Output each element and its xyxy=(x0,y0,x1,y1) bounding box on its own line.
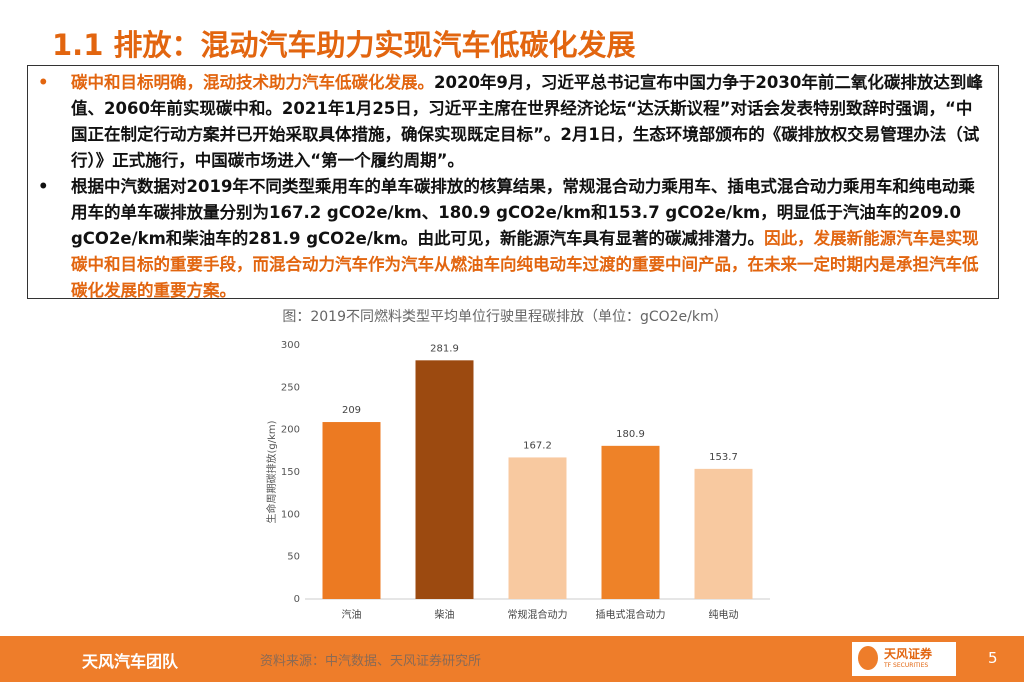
bar xyxy=(322,422,381,599)
text-segment: 2020年9月，习近平总书记宣布中国力争于2030年前二氧化碳排放达到峰值、20… xyxy=(71,73,983,170)
slide-title: 1.1 排放：混动汽车助力实现汽车低碳化发展 xyxy=(52,28,636,62)
logo-text: 天风证券 xyxy=(884,647,933,661)
bullet-text: 根据中汽数据对2019年不同类型乘用车的单车碳排放的核算结果，常规混合动力乘用车… xyxy=(71,174,988,304)
logo-subtext: TF SECURITIES xyxy=(884,662,929,669)
y-tick-label: 100 xyxy=(281,509,300,520)
bullet: • 碳中和目标明确，混动技术助力汽车低碳化发展。2020年9月，习近平总书记宣布中… xyxy=(38,70,988,174)
y-tick-label: 50 xyxy=(287,552,300,563)
text-segment: 根据中汽数据对2019年不同类型乘用车的单车碳排放的核算结果，常规混合动力乘用车… xyxy=(71,177,975,248)
page-number: 5 xyxy=(988,649,998,667)
data-label: 153.7 xyxy=(709,452,738,463)
team: 天风汽车团队 xyxy=(82,652,179,671)
data-label: 281.9 xyxy=(430,343,459,354)
chart: 图：2019不同燃料类型平均单位行驶里程碳排放（单位：gCO2e/km） 生命周… xyxy=(265,308,770,621)
text-segment: 因此，发展新能源汽车是实现碳中和目标的重要手段，而混合动力汽车作为汽车从燃油车向… xyxy=(71,229,979,300)
y-tick-label: 200 xyxy=(281,425,300,436)
bar xyxy=(694,468,753,599)
bar xyxy=(415,360,474,599)
data-label: 167.2 xyxy=(523,440,552,451)
y-tick-label: 300 xyxy=(281,340,300,351)
bar xyxy=(601,445,660,599)
logo-area: 天风证券 TF SECURITIES xyxy=(852,642,956,676)
x-tick-label: 插电式混合动力 xyxy=(596,608,666,621)
y-tick-label: 0 xyxy=(294,594,300,605)
chart-title: 图：2019不同燃料类型平均单位行驶里程碳排放（单位：gCO2e/km） xyxy=(282,308,727,325)
footer: 天风汽车团队 资料来源：中汽数据、天风证券研究所 天风证券 TF SECURIT… xyxy=(0,636,1024,682)
bullet-marker: • xyxy=(38,73,49,92)
x-tick-label: 纯电动 xyxy=(709,608,739,621)
bullet-text: 碳中和目标明确，混动技术助力汽车低碳化发展。2020年9月，习近平总书记宣布中国… xyxy=(71,70,988,174)
y-tick-label: 150 xyxy=(281,467,300,478)
data-label: 209 xyxy=(342,405,361,416)
source: 资料来源：中汽数据、天风证券研究所 xyxy=(260,654,482,669)
text-box: • 碳中和目标明确，混动技术助力汽车低碳化发展。2020年9月，习近平总书记宣布中… xyxy=(27,65,999,300)
x-tick-label: 汽油 xyxy=(342,608,362,621)
x-tick-label: 柴油 xyxy=(435,608,455,621)
bar xyxy=(508,457,567,599)
text-segment: 碳中和目标明确，混动技术助力汽车低碳化发展。 xyxy=(71,73,434,92)
data-label: 180.9 xyxy=(616,429,645,440)
y-tick-label: 250 xyxy=(281,382,300,393)
bullet-marker: • xyxy=(38,177,49,196)
logo-icon xyxy=(858,646,878,670)
x-tick-label: 常规混合动力 xyxy=(508,608,568,621)
bullet: • 根据中汽数据对2019年不同类型乘用车的单车碳排放的核算结果，常规混合动力乘用… xyxy=(38,174,988,304)
y-axis-label: 生命周期碳排放(g/km) xyxy=(265,420,278,523)
